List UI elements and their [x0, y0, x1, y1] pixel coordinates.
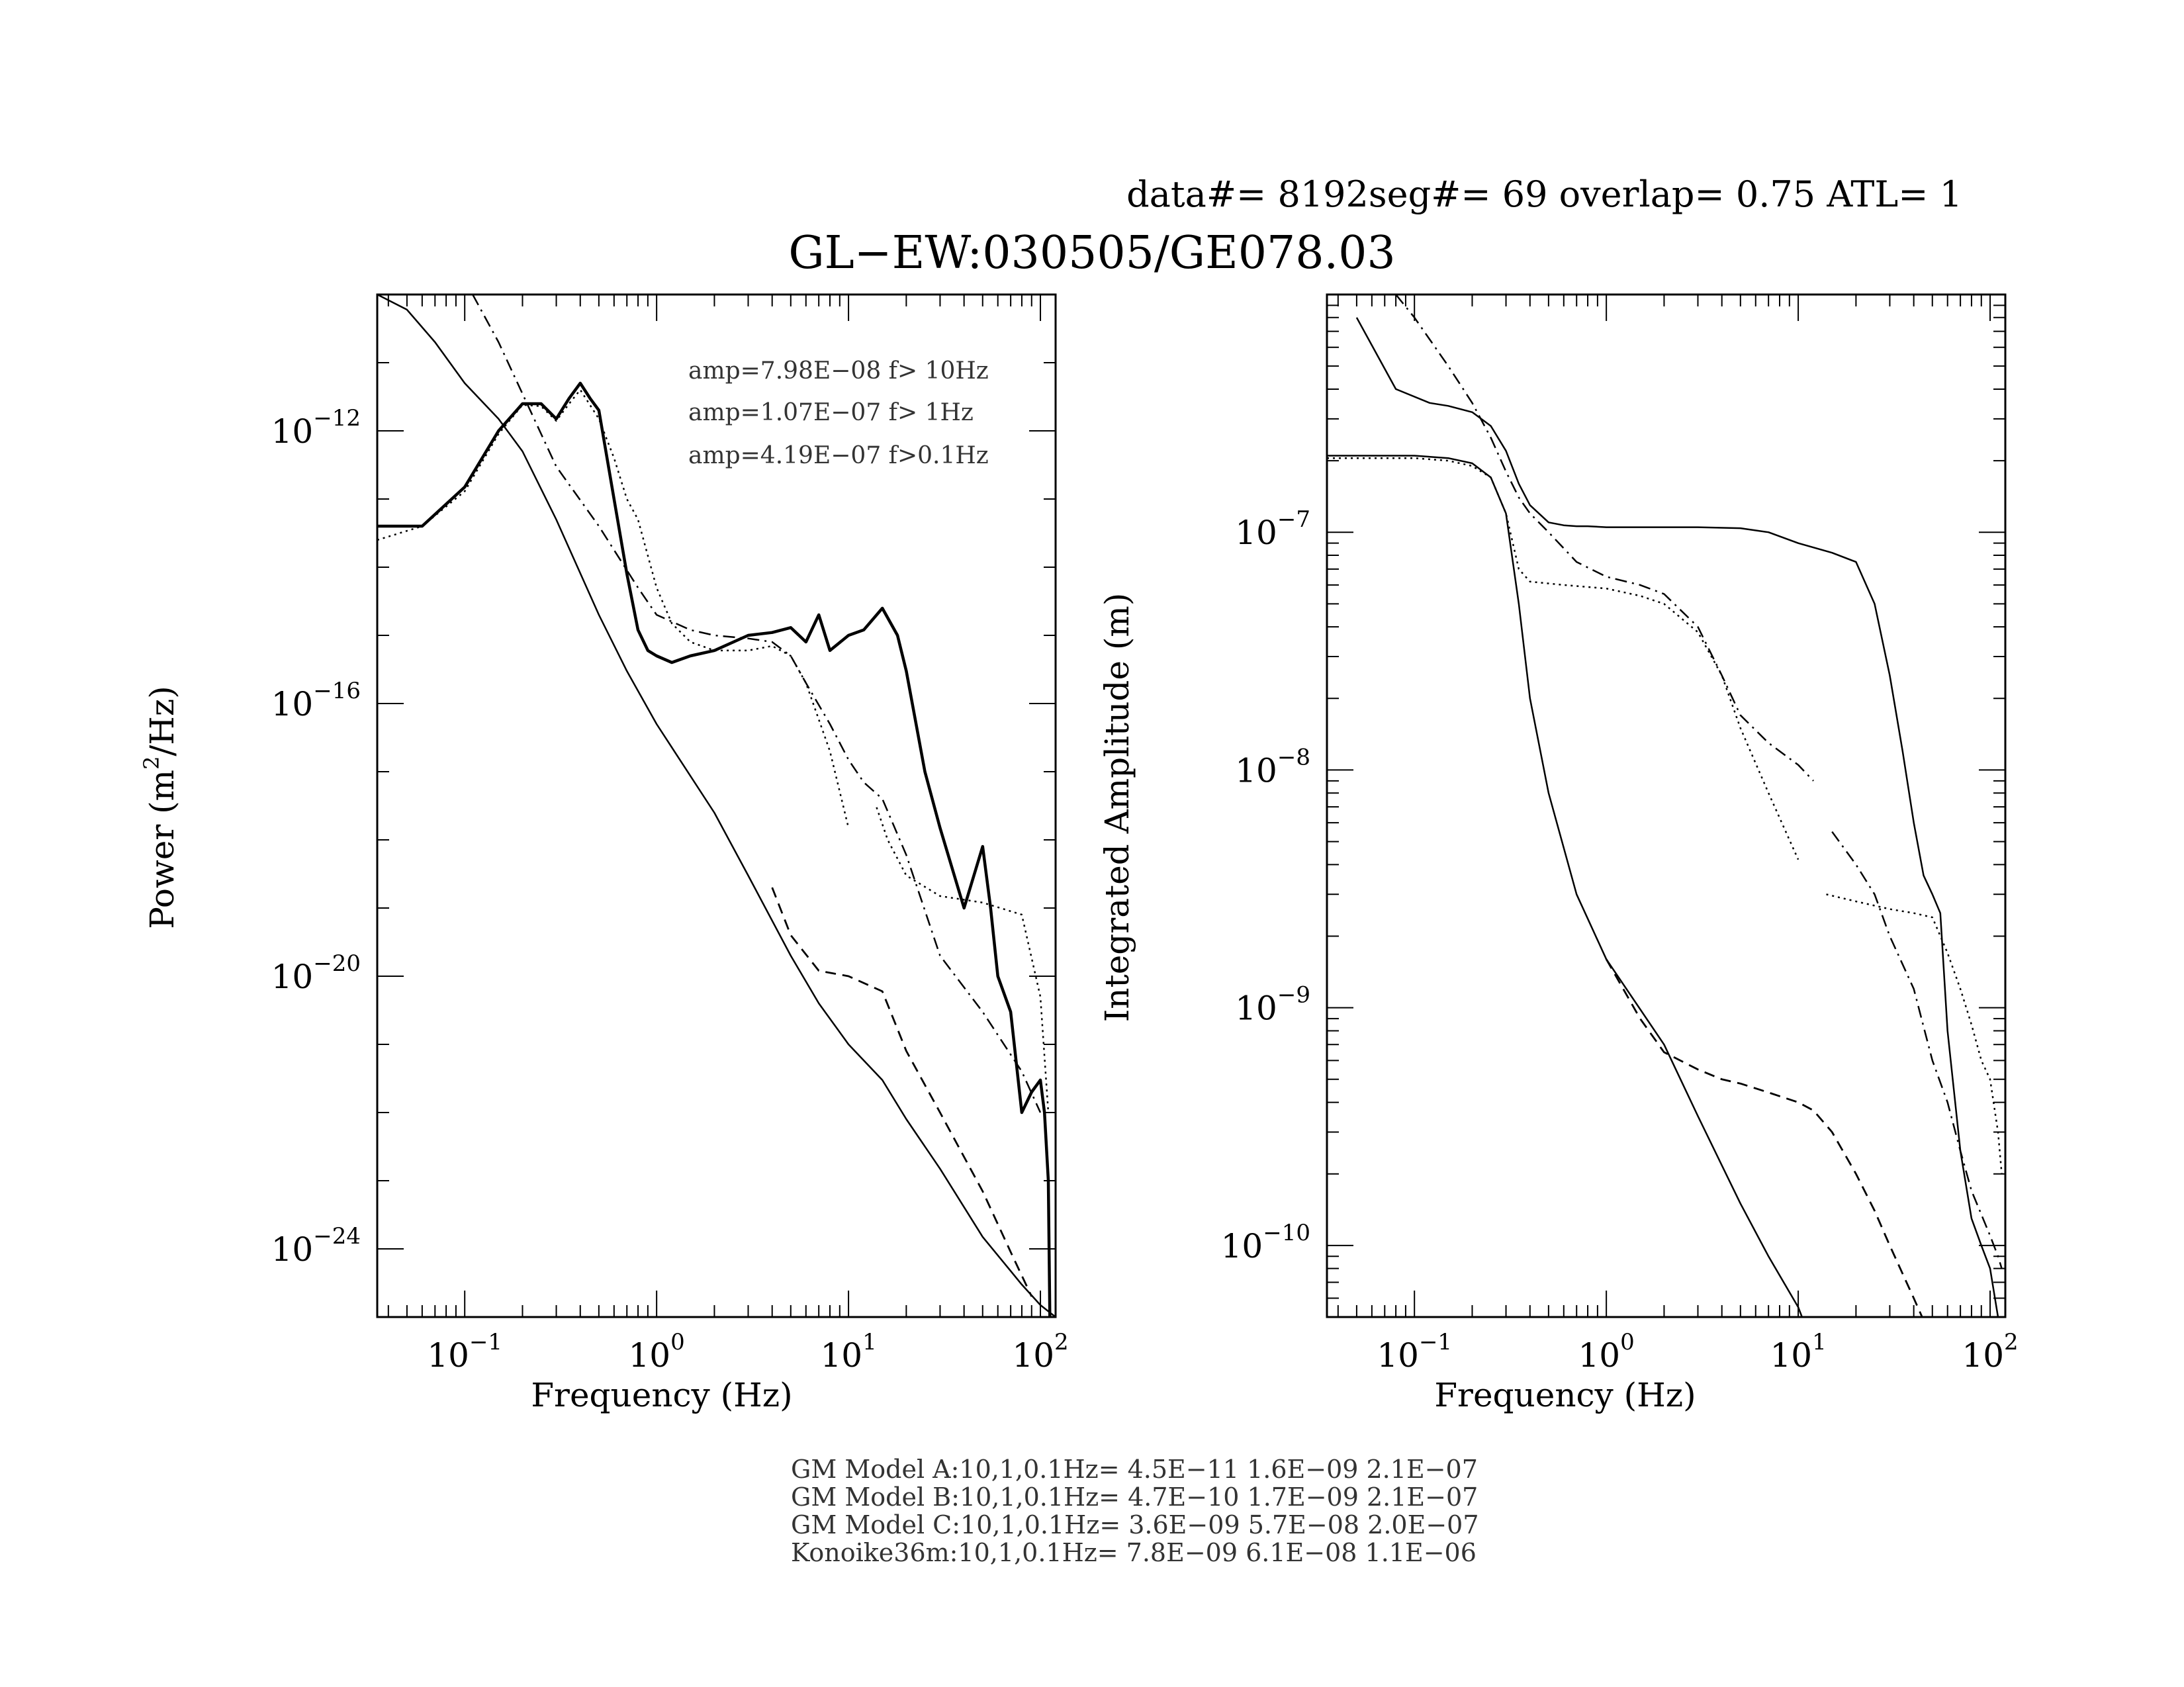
power-y-tick-label: 10−16 — [271, 678, 361, 723]
footer-line-konoike: Konoike36m:10,1,0.1Hz= 7.8E−09 6.1E−08 1… — [791, 1538, 1477, 1567]
power-series-solid-4 — [377, 295, 1056, 1317]
power-y-axis-label: Power (m2/Hz) — [139, 686, 181, 929]
footer-line-model-c: GM Model C:10,1,0.1Hz= 3.6E−09 5.7E−08 2… — [791, 1510, 1479, 1539]
power-plot-frame — [376, 293, 1057, 1318]
amplitude-series — [1327, 295, 2003, 1317]
run-info-header: data#= 8192seg#= 69 overlap= 0.75 ATL= 1 — [1126, 173, 1962, 215]
amplitude-y-tick-label: 10−7 — [1235, 506, 1310, 552]
power-series-dashed-5 — [771, 887, 1033, 1297]
power-x-tick-label: 102 — [1012, 1329, 1068, 1375]
power-series-dashdot-3 — [472, 295, 1042, 1113]
power-y-tick-label: 10−20 — [271, 950, 361, 996]
amplitude-x-tick-label: 10−1 — [1377, 1329, 1452, 1375]
amplitude-y-tick-label: 10−8 — [1235, 744, 1310, 790]
power-series-solid-bold-0 — [377, 381, 1052, 1317]
amplitude-series-dashdot-5 — [1831, 831, 2003, 1269]
amplitude-series-dotted-3 — [1826, 893, 2003, 1174]
amplitude-x-axis-label: Frequency (Hz) — [1434, 1376, 1696, 1414]
amplitude-axis-ticks — [1327, 294, 2005, 1317]
amplitude-x-tick-label: 101 — [1770, 1329, 1826, 1375]
amplitude-x-tick-label: 102 — [1962, 1329, 2018, 1375]
power-series — [377, 295, 1056, 1317]
amplitude-series-solid-1 — [1327, 455, 1803, 1317]
amplitude-series-dotted-2 — [1327, 457, 1799, 860]
power-x-tick-label: 101 — [820, 1329, 876, 1375]
power-x-tick-label: 10−1 — [427, 1329, 502, 1375]
power-spectrum-panel: 10−1 100 101 102 10−12 10−16 10−20 10−24 amp=7.… — [139, 293, 1069, 1414]
amplitude-series-dashed-6 — [1605, 958, 1923, 1317]
amplitude-y-tick-label: 10−9 — [1235, 982, 1310, 1028]
amplitude-tick-labels: 10−1 100 101 102 10−7 10−8 10−9 10−10 — [1221, 506, 2019, 1375]
amplitude-series-dashdot-4 — [1395, 295, 1815, 782]
footer-line-model-a: GM Model A:10,1,0.1Hz= 4.5E−11 1.6E−09 2… — [791, 1455, 1478, 1484]
footer-line-model-b: GM Model B:10,1,0.1Hz= 4.7E−10 1.7E−09 2… — [791, 1482, 1478, 1512]
amplitude-x-tick-label: 100 — [1578, 1329, 1635, 1375]
integrated-amplitude-panel: 10−1 100 101 102 10−7 10−8 10−9 10−10 Frequency… — [1098, 293, 2019, 1414]
power-axis-ticks — [377, 294, 1056, 1318]
amplitude-series-solid-0 — [1355, 317, 1999, 1317]
power-x-tick-label: 100 — [629, 1329, 685, 1375]
model-summary: GM Model A:10,1,0.1Hz= 4.5E−11 1.6E−09 2… — [791, 1455, 1479, 1567]
amplitude-plot-frame — [1326, 293, 2007, 1318]
power-tick-labels: 10−1 100 101 102 10−12 10−16 10−20 10−24 — [271, 405, 1069, 1375]
power-x-axis-label: Frequency (Hz) — [531, 1376, 792, 1414]
amplitude-y-tick-label: 10−10 — [1221, 1220, 1310, 1265]
power-y-tick-label: 10−24 — [271, 1223, 361, 1269]
amp-annotation-0p1hz: amp=4.19E−07 f>0.1Hz — [688, 442, 989, 469]
amplitude-y-axis-label: Integrated Amplitude (m) — [1098, 593, 1136, 1023]
figure-title: GL−EW:030505/GE078.03 — [788, 227, 1395, 279]
power-y-tick-label: 10−12 — [271, 405, 361, 451]
amp-annotation-10hz: amp=7.98E−08 f> 10Hz — [688, 357, 989, 385]
power-series-dotted-2 — [876, 807, 1050, 1113]
amp-annotation-1hz: amp=1.07E−07 f> 1Hz — [688, 399, 974, 426]
